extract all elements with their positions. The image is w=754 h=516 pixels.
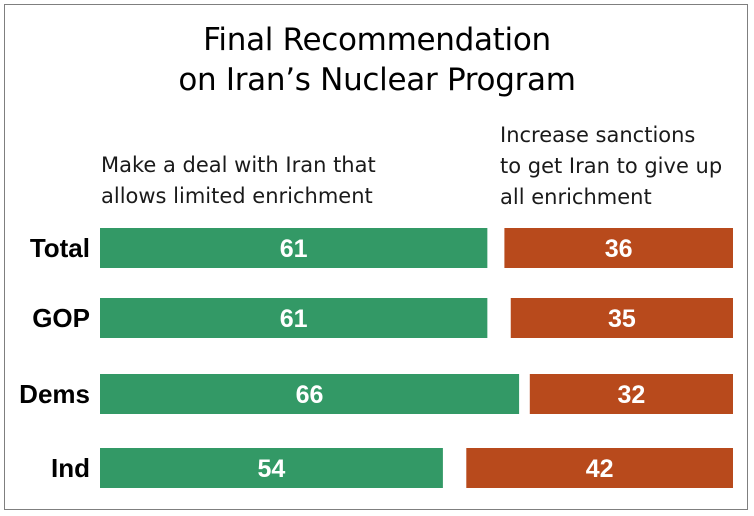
bar-deal-gop [100,298,488,338]
value-label-sanctions-total: 36 [605,235,633,263]
bar-sanctions-ind [466,448,733,488]
chart-title-line-2: on Iran’s Nuclear Program [178,62,576,98]
value-label-deal-gop: 61 [280,305,308,333]
value-label-deal-dems: 66 [296,381,324,409]
value-label-deal-ind: 54 [258,455,286,483]
bar-deal-ind [100,448,443,488]
series-label-deal: Make a deal with Iran that allows limite… [101,150,376,212]
series-label-deal-line-2: allows limited enrichment [101,184,373,208]
category-label-dems: Dems [19,379,90,409]
series-label-sanctions-line-2: to get Iran to give up [500,154,723,178]
category-label-gop: GOP [32,303,90,333]
bar-sanctions-dems [529,374,733,414]
bar-sanctions-total [504,228,733,268]
series-label-deal-line-1: Make a deal with Iran that [101,153,376,177]
value-label-sanctions-dems: 32 [617,381,645,409]
series-label-sanctions-line-3: all enrichment [500,185,652,209]
value-label-deal-total: 61 [280,235,308,263]
series-label-sanctions: Increase sanctions to get Iran to give u… [500,120,722,213]
bar-deal-total [100,228,488,268]
category-label-total: Total [30,233,90,263]
chart-title: Final Recommendation on Iran’s Nuclear P… [0,20,754,100]
bar-sanctions-gop [510,298,733,338]
chart-title-line-1: Final Recommendation [203,22,551,58]
value-label-sanctions-gop: 35 [608,305,636,333]
bar-deal-dems [100,374,520,414]
category-label-ind: Ind [51,453,90,483]
series-label-sanctions-line-1: Increase sanctions [500,123,696,147]
value-label-sanctions-ind: 42 [586,455,614,483]
